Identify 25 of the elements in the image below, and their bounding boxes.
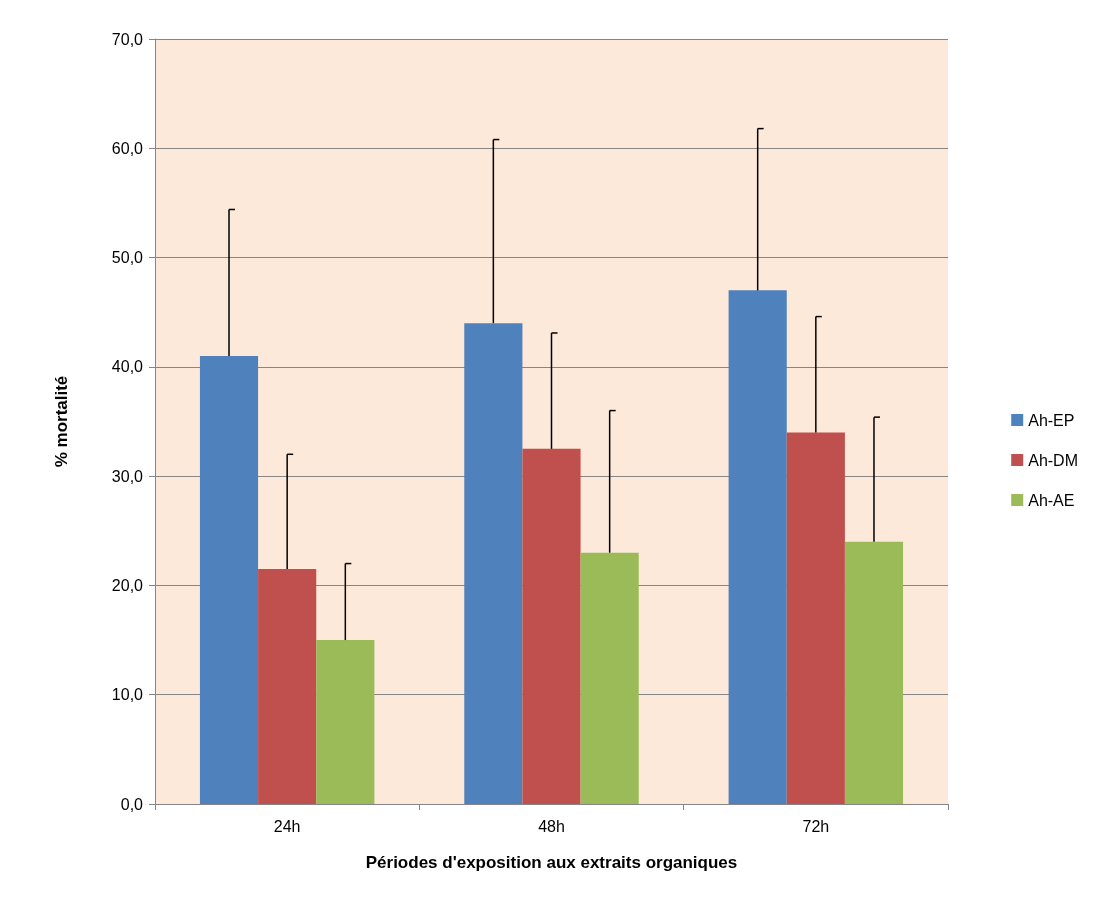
bar xyxy=(258,569,317,804)
bar xyxy=(728,290,787,804)
legend-label: Ah-EP xyxy=(1028,411,1075,429)
bar xyxy=(580,552,639,804)
bar xyxy=(316,640,375,804)
y-tick-label: 10,0 xyxy=(111,686,144,704)
bar xyxy=(464,323,523,804)
y-tick-label: 60,0 xyxy=(111,139,144,157)
y-tick-label: 20,0 xyxy=(111,576,144,594)
x-tick-label: 48h xyxy=(538,817,565,835)
y-tick-label: 30,0 xyxy=(111,467,144,485)
legend-label: Ah-AE xyxy=(1028,491,1075,509)
y-tick-label: 70,0 xyxy=(111,30,144,48)
bar xyxy=(199,355,259,804)
bar xyxy=(844,541,904,804)
x-tick-label: 24h xyxy=(273,817,301,835)
bar xyxy=(522,448,581,804)
y-tick-label: 0,0 xyxy=(120,795,144,813)
y-tick-label: 40,0 xyxy=(111,358,144,376)
y-tick-label: 50,0 xyxy=(111,249,144,267)
bar xyxy=(786,432,845,804)
x-axis-title: Périodes d'exposition aux extraits organiques xyxy=(365,853,738,872)
y-axis-title: % mortalité xyxy=(52,375,71,468)
legend-label: Ah-DM xyxy=(1028,451,1078,469)
x-tick-label: 72h xyxy=(802,817,830,835)
